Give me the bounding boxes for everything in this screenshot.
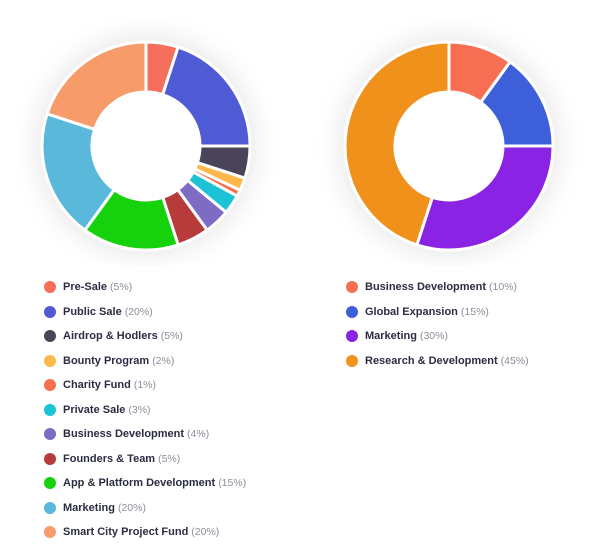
legend-value: (5%) (160, 330, 183, 343)
legend-value: (2%) (152, 354, 175, 367)
legend-value: (1%) (133, 379, 157, 392)
legend-swatch (44, 526, 56, 539)
legend-value: (4%) (187, 428, 210, 441)
legend-label: Business Development (365, 281, 487, 294)
legend-item-marketing[interactable]: Marketing (30%) (346, 324, 529, 349)
legend-item-founders-and-team[interactable]: Founders & Team (5%) (44, 447, 246, 472)
token-distribution-legend: Pre-Sale (5%) Public Sale (20%) Airdrop & Ho… (44, 275, 246, 545)
legend-label: Founders & Team (63, 452, 156, 465)
legend-label: Marketing (365, 330, 417, 343)
legend-label: Charity Fund (63, 379, 131, 392)
legend-item-public-sale[interactable]: Public Sale (20%) (44, 300, 246, 325)
legend-value: (20%) (117, 501, 146, 514)
legend-label: Global Expansion (365, 305, 458, 318)
token-distribution-donut (8, 8, 284, 265)
legend-item-global-expansion[interactable]: Global Expansion (15%) (346, 300, 529, 325)
legend-item-smart-city-project-fund[interactable]: Smart City Project Fund (20%) (44, 520, 246, 545)
legend-label: Business Development (63, 428, 185, 441)
legend-swatch (44, 452, 56, 465)
legend-value: (15%) (460, 305, 489, 318)
legend-swatch (44, 281, 56, 294)
legend-value: (20%) (191, 526, 220, 539)
legend-item-business-development[interactable]: Business Development (4%) (44, 422, 246, 447)
legend-value: (3%) (128, 403, 151, 416)
legend-label: Marketing (63, 501, 115, 514)
legend-label: Private Sale (63, 403, 126, 416)
legend-swatch (346, 305, 358, 318)
legend-value: (30%) (419, 330, 448, 343)
legend-label: Research & Development (365, 354, 498, 367)
legend-swatch (44, 354, 56, 367)
legend-swatch (44, 428, 56, 441)
legend-label: Smart City Project Fund (63, 526, 189, 539)
legend-item-bounty-program[interactable]: Bounty Program (2%) (44, 349, 246, 374)
legend-label: Bounty Program (63, 354, 150, 367)
legend-swatch (44, 305, 56, 318)
legend-swatch (346, 330, 358, 343)
legend-swatch (44, 477, 56, 490)
legend-label: App & Platform Development (63, 477, 216, 490)
funds-allocation-legend: Business Development (10%) Global Expansio… (346, 275, 529, 373)
legend-swatch (44, 403, 56, 416)
legend-item-private-sale[interactable]: Private Sale (3%) (44, 398, 246, 423)
legend-swatch (44, 330, 56, 343)
legend-item-charity-fund[interactable]: Charity Fund (1%) (44, 373, 246, 398)
legend-swatch (44, 379, 56, 392)
donut-hole (92, 92, 200, 200)
legend-value: (10%) (489, 281, 518, 294)
legend-value: (5%) (110, 281, 133, 294)
legend-item-pre-sale[interactable]: Pre-Sale (5%) (44, 275, 246, 300)
legend-label: Airdrop & Hodlers (63, 330, 158, 343)
legend-value: (45%) (500, 354, 529, 367)
legend-swatch (44, 501, 56, 514)
legend-item-marketing[interactable]: Marketing (20%) (44, 496, 246, 521)
legend-swatch (346, 354, 358, 367)
legend-item-app-and-platform-development[interactable]: App & Platform Development (15%) (44, 471, 246, 496)
legend-swatch (346, 281, 358, 294)
funds-allocation-donut (311, 8, 587, 265)
legend-label: Pre-Sale (63, 281, 108, 294)
legend-item-business-development[interactable]: Business Development (10%) (346, 275, 529, 300)
legend-value: (15%) (218, 477, 247, 490)
legend-item-research-and-development[interactable]: Research & Development (45%) (346, 349, 529, 374)
legend-value: (5%) (158, 452, 181, 465)
legend-label: Public Sale (63, 305, 122, 318)
legend-item-airdrop-and-hodlers[interactable]: Airdrop & Hodlers (5%) (44, 324, 246, 349)
legend-value: (20%) (124, 305, 153, 318)
donut-hole (395, 92, 503, 200)
